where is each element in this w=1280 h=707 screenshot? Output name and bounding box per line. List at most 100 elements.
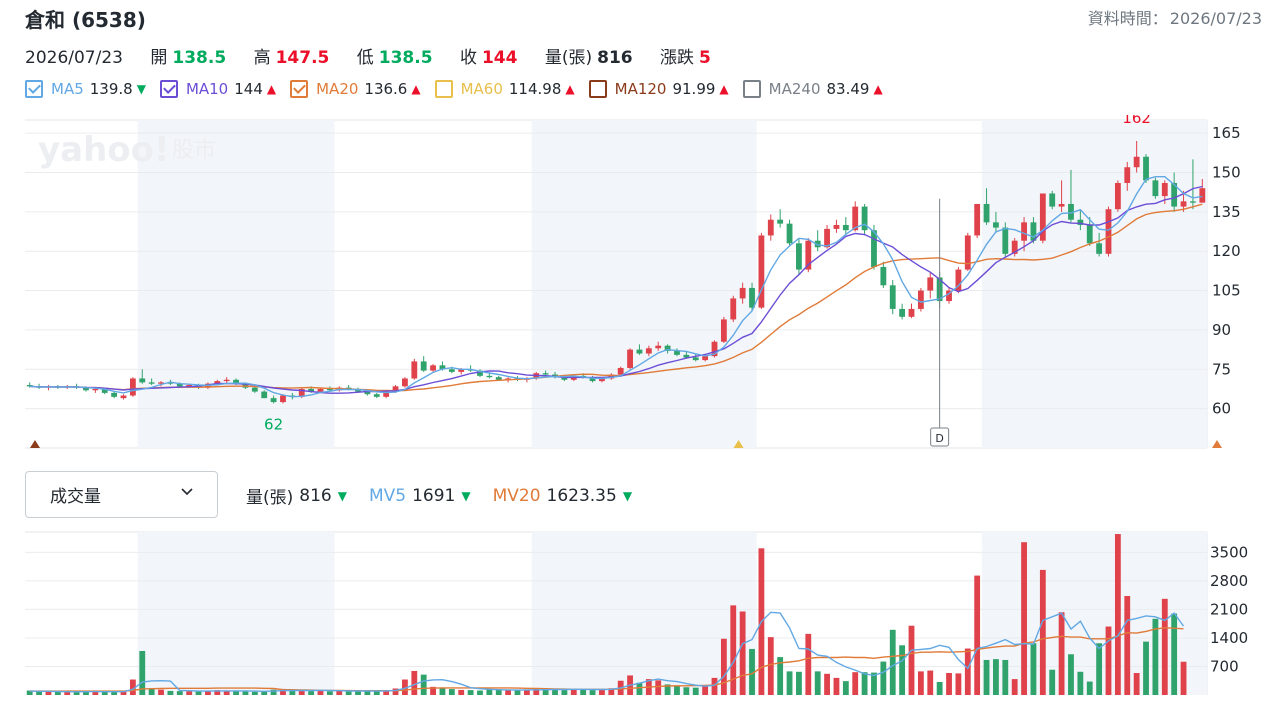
volume-bar (514, 690, 521, 695)
watermark-section: 股市 (172, 138, 216, 163)
volume-chart[interactable]: 700 1400 2100 2800 3500 (0, 527, 1280, 707)
candle-body (974, 203, 981, 236)
ma-value: 144 (234, 80, 263, 98)
volume-bar (664, 684, 671, 695)
candle-body (26, 385, 33, 387)
volume-bar (983, 659, 990, 695)
volume-tick-label: 3500 (1210, 543, 1248, 561)
candle-body (83, 387, 89, 391)
candle-body (92, 388, 99, 391)
up-arrow-icon: ▲ (719, 82, 729, 96)
volume-bar (64, 691, 71, 695)
candle-body (167, 382, 174, 384)
ma-toggle-ma5[interactable]: MA5 139.8 ▼ (25, 80, 146, 98)
volume-bar (730, 605, 737, 695)
volume-bar (120, 691, 127, 695)
volume-bar (871, 672, 877, 695)
volume-bar (458, 689, 465, 695)
candle-body (702, 356, 709, 361)
candle-body (120, 395, 127, 399)
checkbox-checked-icon[interactable] (25, 80, 43, 98)
candle-body (993, 222, 999, 228)
candle-body (1143, 156, 1149, 181)
checkbox-icon[interactable] (588, 80, 607, 98)
volume-bar (402, 679, 408, 695)
volume-value: 816 (597, 48, 633, 68)
volume-bar (580, 689, 587, 695)
ma-toggle-ma60[interactable]: MA60 114.98 ▲ (434, 80, 575, 98)
candle-body (1086, 224, 1093, 244)
candle-body (542, 373, 549, 375)
volume-bar (186, 691, 193, 695)
candle-body (420, 361, 427, 371)
volume-tick-label: 700 (1210, 657, 1239, 675)
volume-bar (1011, 679, 1018, 695)
shaded-band (981, 120, 1207, 448)
volume-bar (702, 686, 709, 695)
price-tick-label: 60 (1212, 400, 1231, 418)
candle-body (1011, 240, 1018, 254)
vol-label: 量(張) (246, 488, 294, 508)
checkbox-checked-icon[interactable] (159, 80, 178, 98)
volume-bar (495, 689, 502, 695)
volume-bar (167, 690, 174, 695)
candle-body (842, 224, 849, 231)
volume-bar (964, 648, 971, 695)
candle-body (814, 240, 821, 248)
volume-bar (242, 691, 249, 695)
shaded-band (531, 532, 757, 695)
volume-bar (927, 670, 934, 695)
candle-body (917, 290, 924, 309)
volume-bar (552, 689, 558, 695)
ma-toggle-ma20[interactable]: MA20 136.6 ▲ (290, 80, 421, 98)
shaded-band (531, 120, 757, 448)
ma-toggle-ma240[interactable]: MA240 83.49 ▲ (742, 80, 883, 98)
candle-body (233, 379, 239, 384)
candle-body (176, 383, 183, 387)
candle-body (1171, 182, 1178, 207)
candle-body (317, 388, 324, 392)
candle-body (861, 206, 868, 231)
checkbox-checked-icon[interactable] (290, 80, 309, 98)
volume-bar (824, 673, 830, 695)
mv20-value: 1623.35 (546, 485, 617, 506)
volume-bar (223, 690, 230, 695)
candle-body (749, 287, 755, 308)
ma-name: MA10 (185, 80, 229, 98)
volume-bar (1171, 613, 1178, 695)
checkbox-icon[interactable] (434, 80, 453, 98)
ma-toggle-ma120[interactable]: MA120 91.99 ▲ (588, 80, 729, 98)
ma-name: MA120 (614, 80, 667, 98)
volume-bar (101, 691, 108, 695)
candle-body (439, 365, 446, 370)
candle-body (186, 385, 193, 387)
volume-bar (692, 687, 699, 695)
volume-bar (148, 688, 155, 695)
watermark-logo: yahoo! (38, 130, 170, 170)
low-label: 低 (356, 48, 374, 68)
volume-bar (205, 690, 211, 695)
mv20-label: MV20 (492, 485, 541, 506)
volume-bar (599, 689, 605, 695)
volume-bar (439, 688, 446, 695)
indicator-select[interactable]: 成交量 (25, 471, 218, 518)
price-tick-label: 150 (1212, 163, 1241, 181)
candle-body (1133, 156, 1140, 168)
checkbox-icon[interactable] (742, 80, 761, 98)
price-chart[interactable]: 60 75 90 105 120 135 150 165 yahoo! 股市 162 62 D (0, 115, 1280, 455)
volume-bar (767, 637, 774, 695)
volume-bar (448, 689, 455, 695)
up-arrow-icon: ▲ (873, 82, 883, 96)
ma-toggle-ma10[interactable]: MA10 144 ▲ (159, 80, 276, 98)
candle-body (270, 398, 277, 403)
volume-bar (786, 671, 793, 695)
volume-bar (336, 690, 343, 695)
candle-body (645, 348, 652, 354)
chevron-down-icon (181, 488, 193, 496)
candle-body (298, 388, 305, 397)
volume-bar (946, 672, 952, 695)
candle-body (899, 308, 906, 317)
candle-body (101, 388, 108, 393)
close-label: 收 (459, 48, 477, 68)
candle-body (664, 345, 671, 351)
